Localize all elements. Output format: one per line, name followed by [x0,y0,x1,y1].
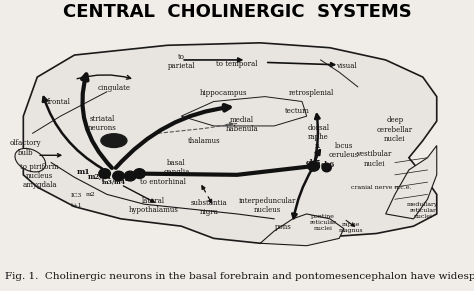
Text: to
parietal: to parietal [167,53,195,70]
Text: substantia
nigra: substantia nigra [191,199,228,217]
Text: visual: visual [336,62,356,70]
Text: ch6: ch6 [320,161,335,169]
Text: m1: m1 [77,168,91,176]
Ellipse shape [124,171,136,181]
Text: pons: pons [275,223,292,231]
Polygon shape [260,214,344,246]
Text: IC3: IC3 [71,193,82,198]
Text: to piriform
nucleus
amygdala: to piriform nucleus amygdala [20,163,59,189]
Circle shape [101,134,127,148]
Text: thalamus: thalamus [188,136,221,145]
Ellipse shape [15,148,46,172]
Text: basal
ganglia: basal ganglia [164,159,190,176]
Text: ch5: ch5 [306,159,321,167]
Text: tectum: tectum [285,107,310,115]
Polygon shape [23,43,437,243]
Text: interpeduncular
nucleus: interpeduncular nucleus [238,197,296,214]
Text: m3/m4: m3/m4 [102,180,126,185]
Text: dorsal
raphe
n.: dorsal raphe n. [307,124,329,150]
Text: pontine
reticular
nuclei: pontine reticular nuclei [310,214,337,231]
Text: olfactory
bulb: olfactory bulb [10,139,41,157]
Text: t+1: t+1 [71,203,82,208]
Text: cranial nerve n.c.e.: cranial nerve n.c.e. [351,184,411,189]
Text: to entorhinal: to entorhinal [140,178,186,186]
Text: medullary
reticular
nuclei: medullary reticular nuclei [407,202,438,219]
Text: lateral
hypothalamus: lateral hypothalamus [128,197,178,214]
Text: raphe
magnus: raphe magnus [338,222,363,233]
Polygon shape [386,146,437,219]
Ellipse shape [308,162,319,171]
Text: locus
ceruleus: locus ceruleus [328,142,359,159]
Text: hippocampus: hippocampus [199,89,247,97]
Ellipse shape [134,169,145,178]
Text: cingulate: cingulate [97,84,130,92]
Ellipse shape [322,163,331,172]
Text: frontal: frontal [46,97,70,106]
Ellipse shape [99,169,110,178]
Ellipse shape [113,171,124,181]
Text: Fig. 1.  Cholinergic neurons in the basal forebrain and pontomesencephalon have : Fig. 1. Cholinergic neurons in the basal… [5,272,474,281]
Text: retrosplenial: retrosplenial [289,89,334,97]
Text: striatal
neurons: striatal neurons [88,115,117,132]
Text: CENTRAL  CHOLINERGIC  SYSTEMS: CENTRAL CHOLINERGIC SYSTEMS [63,3,411,21]
Text: m2: m2 [86,192,96,197]
Text: deep
cerebellar
nuclei: deep cerebellar nuclei [377,116,413,143]
Text: vestibular
nuclei: vestibular nuclei [356,150,392,168]
Text: m2/p1: m2/p1 [88,173,112,181]
Text: p2: p2 [125,173,135,181]
Text: medial
habenula: medial habenula [225,116,258,133]
Text: to temporal: to temporal [216,60,258,68]
